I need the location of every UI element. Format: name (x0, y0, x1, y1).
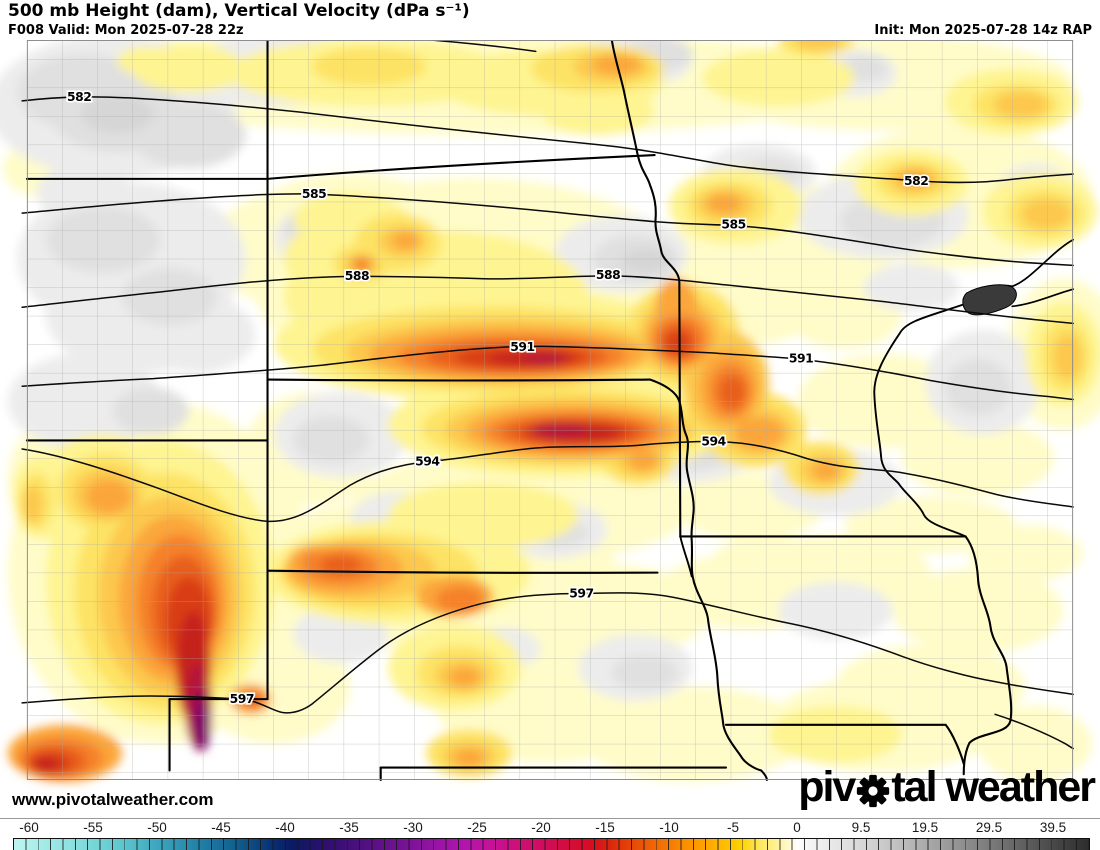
colorbar-tick: -30 (403, 820, 423, 835)
lake-superior (962, 284, 1017, 316)
watermark: www.pivotalweather.com (12, 790, 214, 809)
gear-icon (857, 774, 890, 807)
colorbar-tick: 29.5 (975, 820, 1003, 835)
contour-label: 591 (510, 340, 534, 354)
contour-label: 591 (789, 352, 813, 366)
contour-label: 582 (67, 90, 91, 104)
pivotal-weather-logo: piv tal weather (798, 763, 1096, 811)
state-borders (25, 40, 1074, 782)
colorbar-tick: -25 (467, 820, 487, 835)
contour-label: 594 (701, 434, 726, 448)
colorbar-tick: 9.5 (851, 820, 871, 835)
logo-text-right: tal weather (891, 763, 1096, 811)
colorbar-tick: 39.5 (1039, 820, 1067, 835)
colorbar-cell-lines (14, 839, 1089, 850)
colorbar-tick: -10 (659, 820, 679, 835)
county-grid (26, 40, 1074, 780)
contour-label: 597 (569, 587, 593, 601)
colorbar-ticks: -60 -55 -50 -45 -40 -35 -30 -25 -20 -15 -10 -5 0 9.5 1… (0, 820, 1100, 837)
colorbar-tick: -45 (211, 820, 231, 835)
colorbar-tick: -35 (339, 820, 359, 835)
valid-time-label: F008 Valid: Mon 2025-07-28 22z (8, 23, 244, 38)
colorbar: -60 -55 -50 -45 -40 -35 -30 -25 -20 -15 -10 -5 0 9.5 1… (0, 818, 1100, 850)
logo-text-left: piv (798, 763, 856, 811)
colorbar-tick: -60 (19, 820, 39, 835)
colorbar-tick: -5 (726, 820, 740, 835)
height-contours (21, 40, 1074, 750)
contour-label: 594 (415, 454, 440, 468)
colorbar-gradient (13, 838, 1090, 850)
init-time-label: Init: Mon 2025-07-28 14z RAP (874, 23, 1092, 38)
contour-label: 588 (596, 268, 620, 282)
contour-label: 585 (721, 218, 745, 232)
contour-label: 597 (230, 692, 254, 706)
page-title: 500 mb Height (dam), Vertical Velocity (… (8, 1, 470, 21)
map-border (26, 40, 1074, 780)
colorbar-tick: -55 (83, 820, 103, 835)
colorbar-tick: 0 (793, 820, 801, 835)
colorbar-tick: -15 (595, 820, 615, 835)
colorbar-tick: -20 (531, 820, 551, 835)
colorbar-tick: -40 (275, 820, 295, 835)
colorbar-tick: -50 (147, 820, 167, 835)
colorbar-tick: 19.5 (911, 820, 939, 835)
contour-label: 588 (345, 269, 369, 283)
contour-label-layer: 582 582 585 585 588 588 591 591 594 594 597 597 (65, 88, 930, 707)
contour-label: 585 (302, 187, 326, 201)
forecast-map: 582 582 585 585 588 588 591 591 594 594 597 597 (0, 40, 1100, 782)
contour-label: 582 (904, 174, 928, 188)
